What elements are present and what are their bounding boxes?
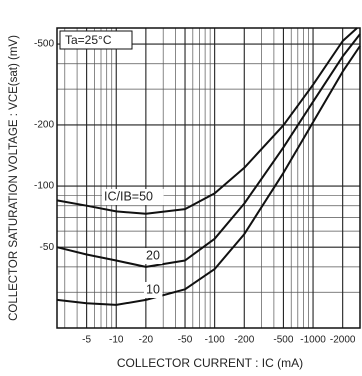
series-label: IC/IB=50 — [104, 189, 153, 203]
annotation-box — [59, 30, 133, 50]
y-axis-label: COLLECTOR SATURATION VOLTAGE : VCE(sat) … — [8, 35, 20, 321]
plot-frame — [56, 27, 361, 329]
y-tick-label: -100 — [34, 181, 54, 192]
x-tick-label: -20 — [139, 335, 154, 346]
curve — [56, 33, 361, 268]
series-label: 20 — [146, 248, 160, 262]
annotation: Ta=25°C — [65, 33, 112, 47]
y-tick-label: -50 — [40, 242, 55, 253]
label-bg — [144, 282, 163, 298]
x-tick-label: -500 — [273, 335, 293, 346]
y-tick-label: -200 — [34, 120, 54, 131]
x-tick-label: -2000 — [330, 335, 356, 346]
x-tick-label: -5 — [82, 335, 91, 346]
x-tick-label: -1000 — [300, 335, 326, 346]
label-bg — [144, 248, 163, 264]
x-tick-label: -50 — [178, 335, 193, 346]
x-tick-label: -100 — [205, 335, 225, 346]
label-bg — [102, 189, 164, 205]
curve — [56, 27, 358, 215]
x-tick-label: -10 — [109, 335, 124, 346]
y-tick-label: -500 — [34, 39, 54, 50]
curve — [56, 45, 361, 306]
x-axis-label: COLLECTOR CURRENT : IC (mA) — [117, 356, 303, 370]
series-label: 10 — [146, 282, 160, 296]
x-tick-label: -200 — [234, 335, 254, 346]
